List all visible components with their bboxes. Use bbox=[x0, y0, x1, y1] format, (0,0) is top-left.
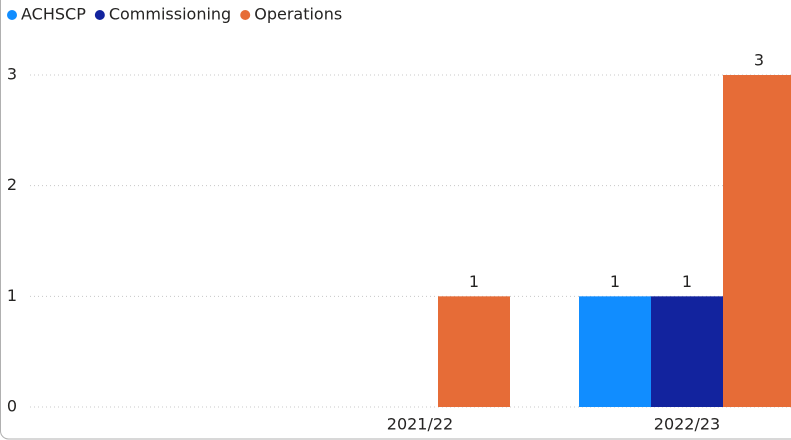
x-tick-label: 2022/23 bbox=[654, 415, 720, 434]
legend-label: Operations bbox=[254, 5, 342, 24]
y-tick-label: 2 bbox=[7, 175, 17, 194]
x-tick-label: 2021/22 bbox=[387, 415, 453, 434]
data-label: 1 bbox=[610, 272, 620, 291]
legend-marker bbox=[94, 10, 105, 20]
legend-label: ACHSCP bbox=[21, 5, 86, 24]
data-label: 3 bbox=[754, 51, 764, 70]
bar bbox=[651, 296, 723, 407]
bar bbox=[579, 296, 651, 407]
legend-label: Commissioning bbox=[109, 5, 231, 24]
data-label: 1 bbox=[469, 272, 479, 291]
data-label: 1 bbox=[682, 272, 692, 291]
y-tick-label: 0 bbox=[7, 397, 17, 416]
legend-marker bbox=[240, 10, 251, 20]
bar bbox=[438, 296, 510, 407]
y-tick-label: 3 bbox=[7, 65, 17, 84]
legend-marker bbox=[7, 10, 17, 20]
y-tick-label: 1 bbox=[7, 286, 17, 305]
bar bbox=[723, 75, 791, 407]
